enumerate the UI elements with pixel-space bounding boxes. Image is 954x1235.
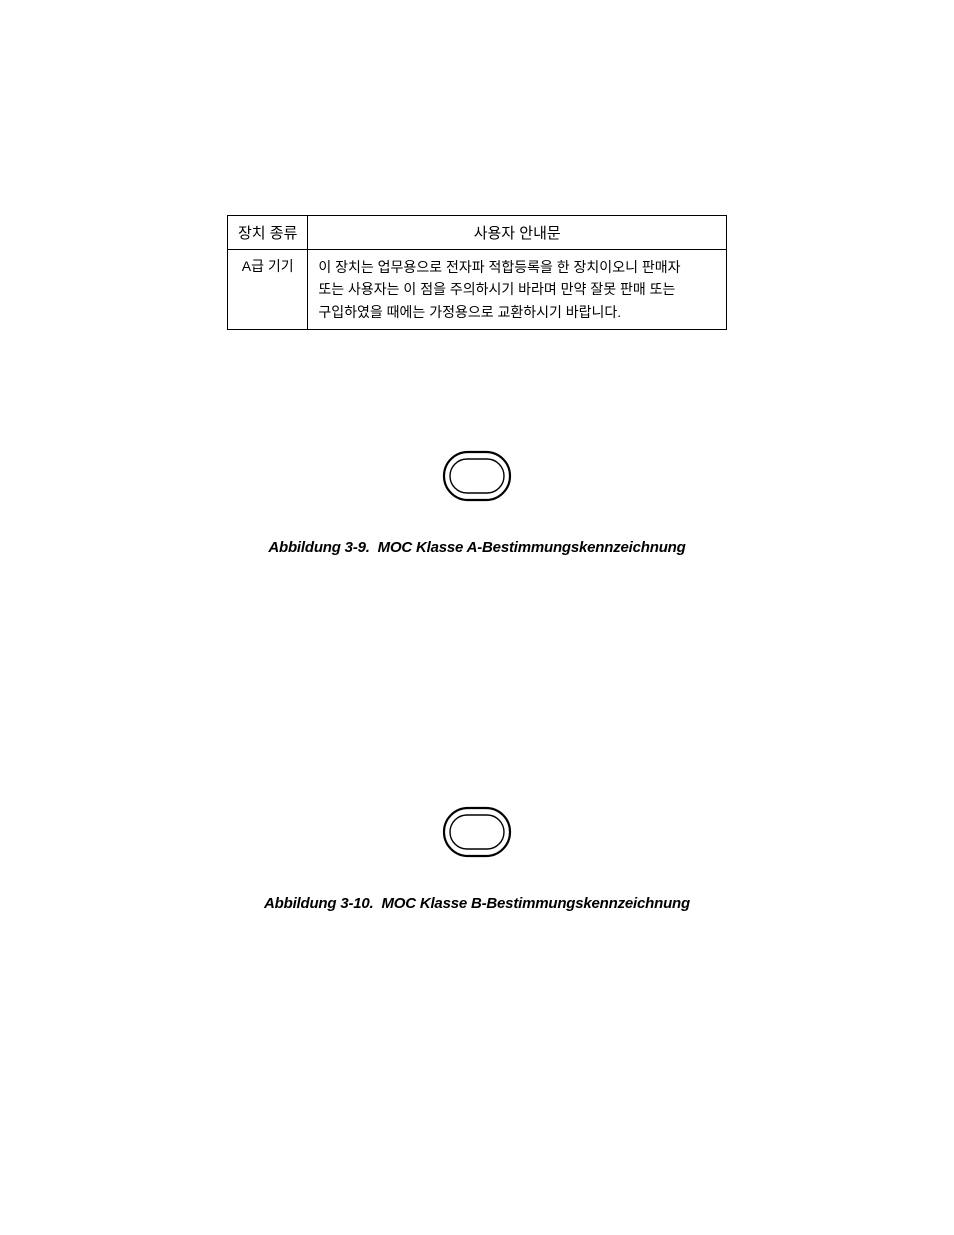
document-page: 장치 종류 사용자 안내문 A급 기기 이 장치는 업무용으로 전자파 적합등록… xyxy=(0,0,954,1235)
korean-regulatory-table: 장치 종류 사용자 안내문 A급 기기 이 장치는 업무용으로 전자파 적합등록… xyxy=(227,215,727,330)
device-description-cell: 이 장치는 업무용으로 전자파 적합등록을 한 장치이오니 판매자 또는 사용자… xyxy=(308,250,727,330)
moc-class-a-figure: Abbildung 3-9. MOC Klasse A-Bestimmungsk… xyxy=(0,450,954,556)
figure-b-caption: Abbildung 3-10. MOC Klasse B-Bestimmungs… xyxy=(0,895,954,912)
description-line-2: 또는 사용자는 이 점을 주의하시기 바라며 만약 잘못 판매 또는 xyxy=(318,281,675,297)
figure-a-caption-title: MOC Klasse A-Bestimmungskennzeichnung xyxy=(378,539,686,556)
figure-a-caption: Abbildung 3-9. MOC Klasse A-Bestimmungsk… xyxy=(0,539,954,556)
table-header-user-guide: 사용자 안내문 xyxy=(308,216,727,250)
table-header-device-type: 장치 종류 xyxy=(228,216,308,250)
description-line-3: 구입하였을 때에는 가정용으로 교환하시기 바랍니다. xyxy=(318,304,621,320)
figure-a-caption-prefix: Abbildung 3-9. xyxy=(268,539,369,556)
table-row: A급 기기 이 장치는 업무용으로 전자파 적합등록을 한 장치이오니 판매자 … xyxy=(228,250,727,330)
description-line-1: 이 장치는 업무용으로 전자파 적합등록을 한 장치이오니 판매자 xyxy=(318,259,680,275)
moc-class-b-mark-icon xyxy=(442,806,512,863)
device-class-cell: A급 기기 xyxy=(228,250,308,330)
table-header-row: 장치 종류 사용자 안내문 xyxy=(228,216,727,250)
moc-class-b-figure: Abbildung 3-10. MOC Klasse B-Bestimmungs… xyxy=(0,806,954,912)
moc-class-a-mark-icon xyxy=(442,450,512,507)
figure-b-caption-prefix: Abbildung 3-10. xyxy=(264,895,374,912)
figure-b-caption-title: MOC Klasse B-Bestimmungskennzeichnung xyxy=(381,895,690,912)
